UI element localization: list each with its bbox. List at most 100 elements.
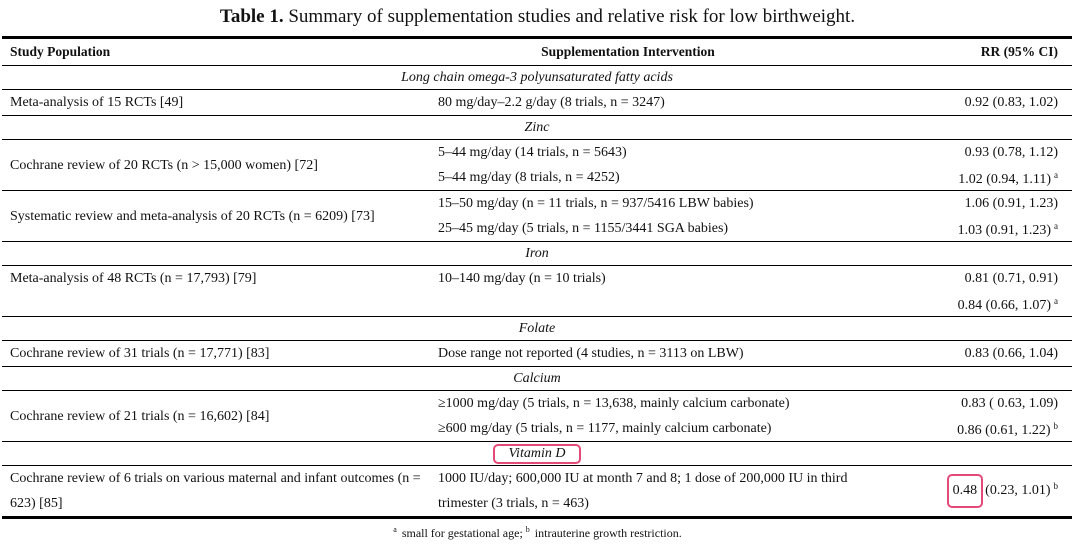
table-title: Summary of supplementation studies and r… — [288, 6, 856, 27]
section-heading: Iron — [525, 245, 549, 261]
section-heading-row: Calcium — [2, 367, 1072, 391]
footnote-marker: a — [1054, 221, 1058, 231]
header-row: Study Population Supplementation Interve… — [2, 37, 1072, 66]
table-row: Cochrane review of 20 RCTs (n > 15,000 w… — [2, 140, 1072, 173]
table-row: 5–44 mg/day (8 trials, n = 4252) 1.02 (0.… — [2, 165, 1072, 191]
intervention-cell: ≥600 mg/day (5 trials, n = 1177, mainly … — [438, 416, 878, 442]
rr-cell: 0.48 (0.23, 1.01) b — [878, 466, 1072, 518]
section-heading: Folate — [518, 320, 556, 336]
rr-value: 0.86 (0.61, 1.22) — [957, 423, 1051, 438]
intervention-cell: 5–44 mg/day (8 trials, n = 4252) — [438, 165, 878, 191]
section-heading: Vitamin D — [2, 442, 1072, 466]
rr-cell: 1.02 (0.94, 1.11) a — [878, 165, 1072, 191]
intervention-cell: 10–140 mg/day (n = 10 trials) — [438, 266, 878, 292]
table-row: Cochrane review of 6 trials on various m… — [2, 466, 1072, 518]
intervention-text: 1000 IU/day; 600,000 IU at month 7 and 8… — [438, 471, 848, 511]
study-population-text: Cochrane review of 31 trials (n = 17,771… — [10, 346, 270, 361]
rr-cell: 0.83 (0.66, 1.04) — [878, 341, 1072, 367]
section-heading-row: Vitamin D — [2, 442, 1072, 466]
footnote-a-text: small for gestational age; — [401, 526, 523, 540]
footnote-b-text: intrauterine growth restriction. — [534, 526, 682, 540]
study-population-cell: Cochrane review of 31 trials (n = 17,771… — [2, 341, 438, 367]
intervention-text: 80 mg/day–2.2 g/day (8 trials, n = 3247) — [438, 95, 665, 110]
intervention-text: 5–44 mg/day (14 trials, n = 5643) — [438, 145, 627, 160]
rr-value: 0.92 (0.83, 1.02) — [964, 95, 1058, 110]
intervention-cell: 1000 IU/day; 600,000 IU at month 7 and 8… — [438, 466, 878, 518]
footnote-mark-b: b — [525, 525, 530, 534]
intervention-cell: 15–50 mg/day (n = 11 trials, n = 937/541… — [438, 191, 878, 217]
rr-cell: 0.86 (0.61, 1.22) b — [878, 416, 1072, 442]
study-population-text: Meta-analysis of 48 RCTs (n = 17,793) [7… — [10, 271, 257, 286]
intervention-text: ≥1000 mg/day (5 trials, n = 13,638, main… — [438, 396, 790, 411]
section-heading-row: Zinc — [2, 116, 1072, 140]
section-heading-highlight: Vitamin D — [492, 443, 582, 464]
table-row: Cochrane review of 31 trials (n = 17,771… — [2, 341, 1072, 367]
study-population-cell: Cochrane review of 21 trials (n = 16,602… — [2, 391, 438, 442]
rr-cell: 1.03 (0.91, 1.23) a — [878, 216, 1072, 242]
table-row: 25–45 mg/day (5 trials, n = 1155/3441 SG… — [2, 216, 1072, 242]
intervention-cell: 25–45 mg/day (5 trials, n = 1155/3441 SG… — [438, 216, 878, 242]
table-row: Meta-analysis of 48 RCTs (n = 17,793) [7… — [2, 266, 1072, 292]
study-population-cell: Cochrane review of 20 RCTs (n > 15,000 w… — [2, 140, 438, 191]
section-heading-row: Folate — [2, 317, 1072, 341]
table-row: Systematic review and meta-analysis of 2… — [2, 191, 1072, 224]
study-population-text: Cochrane review of 21 trials (n = 16,602… — [10, 408, 270, 424]
footnote-mark-a: a — [393, 525, 397, 534]
footnote-marker: b — [1053, 481, 1059, 491]
intervention-text: 5–44 mg/day (8 trials, n = 4252) — [438, 170, 620, 185]
rr-value: 1.06 (0.91, 1.23) — [964, 196, 1058, 211]
rr-cell: 0.81 (0.71, 0.91) — [878, 266, 1072, 292]
footnote-marker: a — [1054, 170, 1058, 180]
section-heading-row: Long chain omega-3 polyunsaturated fatty… — [2, 66, 1072, 90]
rr-cell: 0.84 (0.66, 1.07) a — [878, 291, 1072, 317]
section-heading-row: Iron — [2, 242, 1072, 266]
study-population-text: Cochrane review of 6 trials on various m… — [10, 471, 421, 511]
section-heading: Calcium — [513, 370, 561, 386]
header-intervention: Supplementation Intervention — [541, 44, 715, 59]
intervention-cell: 5–44 mg/day (14 trials, n = 5643) — [438, 140, 878, 166]
rr-cell: 0.92 (0.83, 1.02) — [878, 90, 1072, 116]
table-caption: Table 1. Summary of supplementation stud… — [0, 0, 1075, 36]
intervention-text: ≥600 mg/day (5 trials, n = 1177, mainly … — [438, 421, 772, 436]
intervention-text: 10–140 mg/day (n = 10 trials) — [438, 271, 606, 286]
study-population-text: Cochrane review of 20 RCTs (n > 15,000 w… — [10, 157, 318, 173]
rr-value: (0.23, 1.01) — [985, 483, 1051, 498]
supplementation-table: Study Population Supplementation Interve… — [2, 36, 1072, 519]
rr-value: 0.81 (0.71, 0.91) — [964, 271, 1058, 286]
table-row: ≥600 mg/day (5 trials, n = 1177, mainly … — [2, 416, 1072, 442]
rr-value: 0.84 (0.66, 1.07) — [957, 298, 1051, 313]
intervention-text: 25–45 mg/day (5 trials, n = 1155/3441 SG… — [438, 221, 729, 236]
rr-value: 0.83 (0.66, 1.04) — [964, 346, 1058, 361]
study-population-text: Meta-analysis of 15 RCTs [49] — [10, 95, 184, 110]
table-row: Meta-analysis of 15 RCTs [49] 80 mg/day–2… — [2, 90, 1072, 116]
section-heading: Long chain omega-3 polyunsaturated fatty… — [401, 69, 673, 85]
table-label: Table 1. — [219, 6, 284, 27]
rr-cell: 0.83 ( 0.63, 1.09) — [878, 391, 1072, 417]
intervention-cell: Dose range not reported (4 studies, n = … — [438, 341, 878, 367]
intervention-text: 15–50 mg/day (n = 11 trials, n = 937/541… — [438, 196, 754, 211]
header-study-population: Study Population — [10, 44, 111, 59]
intervention-cell: ≥1000 mg/day (5 trials, n = 13,638, main… — [438, 391, 878, 417]
study-population-cell: Meta-analysis of 48 RCTs (n = 17,793) [7… — [2, 266, 438, 292]
study-population-cell: Cochrane review of 6 trials on various m… — [2, 466, 438, 518]
section-heading: Zinc — [524, 119, 550, 135]
intervention-text: Dose range not reported (4 studies, n = … — [438, 346, 744, 361]
study-population-cell: Meta-analysis of 15 RCTs [49] — [2, 90, 438, 116]
rr-value: 1.02 (0.94, 1.11) — [958, 172, 1051, 187]
table-row: 0.84 (0.66, 1.07) a — [2, 291, 1072, 317]
rr-value: 0.93 (0.78, 1.12) — [964, 145, 1058, 160]
study-population-cell: Systematic review and meta-analysis of 2… — [2, 191, 438, 242]
footnote-marker: a — [1054, 296, 1058, 306]
footnote-marker: b — [1053, 421, 1059, 431]
intervention-cell — [438, 291, 878, 317]
rr-cell: 0.93 (0.78, 1.12) — [878, 140, 1072, 166]
rr-cell: 1.06 (0.91, 1.23) — [878, 191, 1072, 217]
intervention-cell: 80 mg/day–2.2 g/day (8 trials, n = 3247) — [438, 90, 878, 116]
rr-point-estimate-highlight: 0.48 — [946, 474, 984, 508]
header-rr: RR (95% CI) — [980, 44, 1058, 59]
study-population-text: Systematic review and meta-analysis of 2… — [10, 208, 375, 224]
table-footnote: a small for gestational age; b intrauter… — [0, 525, 1075, 541]
table-row: Cochrane review of 21 trials (n = 16,602… — [2, 391, 1072, 424]
rr-value: 0.83 ( 0.63, 1.09) — [961, 396, 1058, 411]
rr-value: 1.03 (0.91, 1.23) — [957, 223, 1051, 238]
